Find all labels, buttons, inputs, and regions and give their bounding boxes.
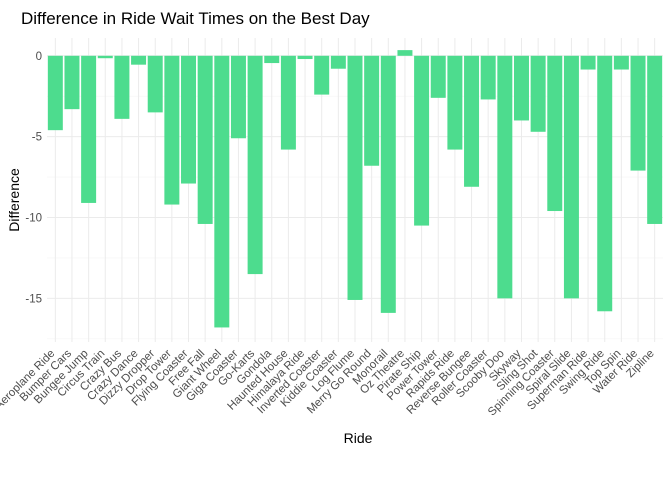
bar: [597, 55, 613, 312]
bar: [214, 55, 230, 328]
bar: [513, 55, 529, 121]
bar: [264, 55, 280, 64]
bar: [563, 55, 579, 299]
bar: [380, 55, 396, 313]
bar: [47, 55, 63, 131]
y-tick-label: -10: [25, 212, 42, 224]
bar: [347, 55, 363, 300]
y-axis-title: Difference: [6, 168, 22, 232]
bar: [330, 55, 346, 69]
bar: [497, 55, 513, 299]
bar: [64, 55, 80, 110]
bar: [147, 55, 163, 113]
bar: [480, 55, 496, 100]
bar: [197, 55, 213, 224]
bar: [131, 55, 147, 65]
y-tick-label: 0: [36, 51, 42, 63]
bar: [547, 55, 563, 212]
bar: [397, 50, 413, 56]
bar: [81, 55, 97, 203]
bar: [414, 55, 430, 226]
bar: [430, 55, 446, 98]
bar: [464, 55, 480, 187]
chart-title: Difference in Ride Wait Times on the Bes…: [21, 9, 370, 28]
grid: [47, 38, 663, 342]
bar: [447, 55, 463, 150]
bar: [530, 55, 546, 132]
bar: [613, 55, 629, 70]
bar: [647, 55, 663, 224]
y-tick-label: -5: [32, 132, 42, 144]
bar: [580, 55, 596, 70]
x-axis-title: Ride: [344, 430, 373, 446]
bar: [247, 55, 263, 275]
bar: [280, 55, 296, 150]
bar: [230, 55, 246, 139]
bars: [47, 50, 663, 328]
bar: [297, 55, 313, 60]
bar: [314, 55, 330, 95]
bar: [181, 55, 197, 184]
bar: [630, 55, 646, 171]
bar: [114, 55, 130, 119]
y-tick-label: -15: [25, 293, 42, 305]
bar: [97, 55, 113, 59]
y-tick-labels: 0 -5 -10 -15: [25, 51, 42, 306]
bar: [364, 55, 380, 166]
bar: [164, 55, 180, 205]
